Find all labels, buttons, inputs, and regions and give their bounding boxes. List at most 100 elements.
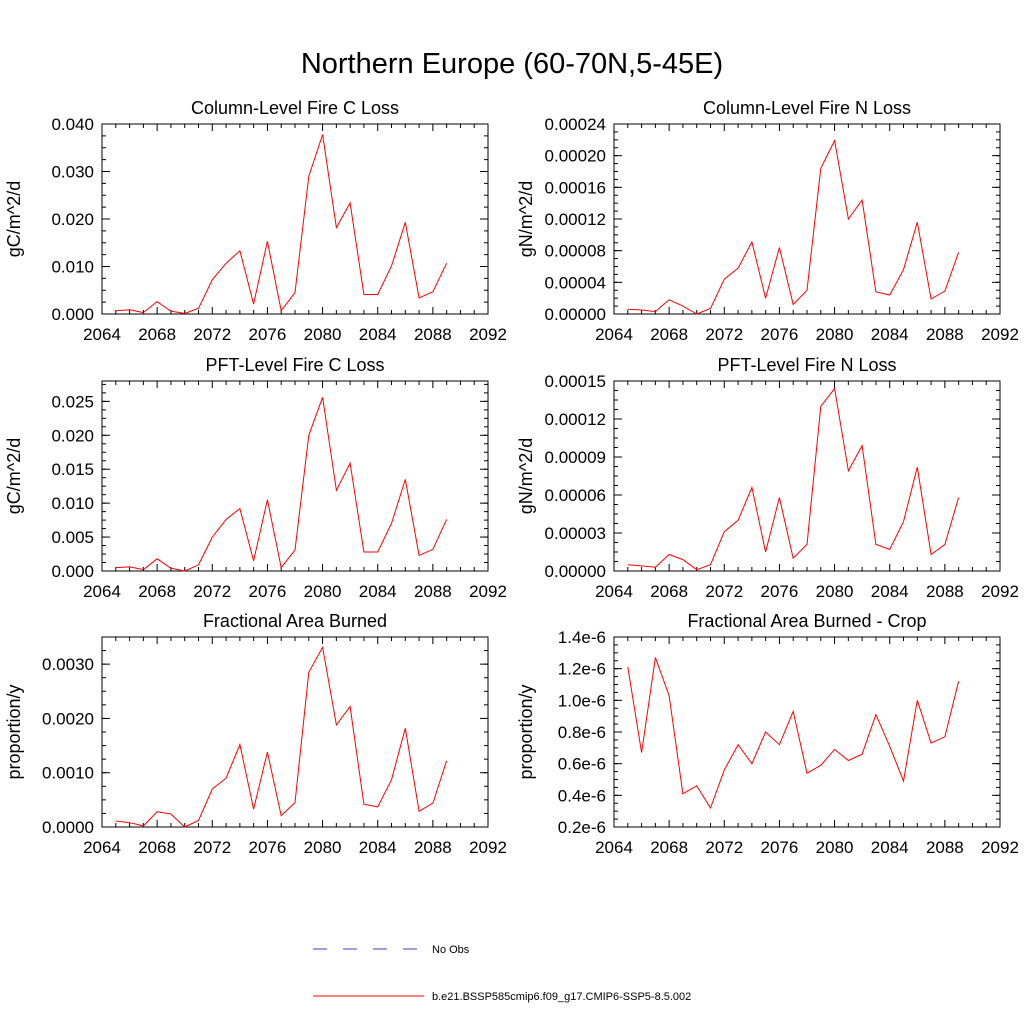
y-tick-label: 0.040	[51, 115, 94, 134]
y-tick-label: 0.030	[51, 163, 94, 182]
x-tick-label: 2080	[304, 838, 342, 857]
figure-title: Northern Europe (60-70N,5-45E)	[300, 48, 724, 80]
y-tick-label: 1.2e-6	[558, 660, 606, 679]
panel-5: Fractional Area Burned proportion/y 2064 20…	[4, 611, 507, 857]
x-tick-label: 2068	[138, 325, 176, 344]
x-tick-label: 2092	[469, 325, 507, 344]
x-tick-label: 2072	[193, 325, 231, 344]
x-tick-label: 2084	[359, 582, 397, 601]
y-tick-label: 0.020	[51, 426, 94, 445]
y-axis-label: gN/m^2/d	[516, 438, 536, 514]
panel-title: Column-Level Fire N Loss	[703, 98, 911, 118]
y-tick-label: 0.0020	[42, 709, 94, 728]
x-tick-label: 2084	[871, 582, 909, 601]
y-tick-label: 0.0030	[42, 655, 94, 674]
panel-2: Column-Level Fire N Loss gN/m^2/d 2064 2068…	[516, 98, 1019, 344]
x-tick-label: 2092	[981, 582, 1019, 601]
panel-1: Column-Level Fire C Loss gC/m^2/d 2064 2068…	[4, 98, 507, 344]
x-tick-label: 2080	[816, 325, 854, 344]
x-tick-label: 2072	[705, 325, 743, 344]
panel-title: PFT-Level Fire N Loss	[717, 355, 896, 375]
panel-6: Fractional Area Burned - Crop proportion/…	[516, 611, 1019, 857]
y-tick-label: 1.0e-6	[558, 691, 606, 710]
plot-frame	[101, 123, 489, 315]
x-tick-label: 2084	[359, 838, 397, 857]
x-tick-label: 2080	[816, 582, 854, 601]
series-line	[115, 134, 448, 315]
y-tick-label: 1.4e-6	[558, 628, 606, 647]
y-tick-label: 0.0000	[42, 818, 94, 837]
panel-title: Fractional Area Burned - Crop	[687, 611, 926, 631]
x-tick-label: 2084	[871, 838, 909, 857]
y-tick-label: 0.00008	[545, 242, 606, 261]
y-axis-label: gC/m^2/d	[4, 181, 24, 257]
panel-4: PFT-Level Fire N Loss gN/m^2/d 2064 2068 207…	[516, 355, 1019, 601]
y-tick-label: 0.6e-6	[558, 755, 606, 774]
x-tick-label: 2076	[249, 838, 287, 857]
x-tick-label: 2092	[469, 838, 507, 857]
x-tick-label: 2092	[981, 325, 1019, 344]
x-tick-label: 2088	[414, 582, 452, 601]
y-tick-label: 0.0010	[42, 764, 94, 783]
y-tick-label: 0.00006	[545, 486, 606, 505]
panel-title: Column-Level Fire C Loss	[191, 98, 399, 118]
y-tick-label: 0.015	[51, 460, 94, 479]
x-tick-label: 2072	[705, 582, 743, 601]
x-tick-label: 2092	[981, 838, 1019, 857]
y-tick-label: 0.00000	[545, 562, 606, 581]
y-tick-label: 0.00000	[545, 305, 606, 324]
x-tick-label: 2088	[414, 325, 452, 344]
x-tick-label: 2064	[595, 838, 633, 857]
x-tick-label: 2064	[83, 838, 121, 857]
plot-frame	[101, 380, 489, 572]
x-tick-label: 2080	[304, 325, 342, 344]
x-tick-label: 2076	[761, 582, 799, 601]
y-tick-label: 0.00020	[545, 147, 606, 166]
x-tick-label: 2092	[469, 582, 507, 601]
panel-title: PFT-Level Fire C Loss	[205, 355, 384, 375]
y-tick-label: 0.8e-6	[558, 723, 606, 742]
panel-3: PFT-Level Fire C Loss gC/m^2/d 2064 2068 207…	[4, 355, 507, 601]
y-tick-label: 0.000	[51, 562, 94, 581]
x-tick-label: 2068	[650, 325, 688, 344]
y-axis-label: proportion/y	[4, 684, 24, 779]
y-tick-label: 0.00009	[545, 448, 606, 467]
y-tick-label: 0.00012	[545, 210, 606, 229]
x-tick-label: 2072	[193, 582, 231, 601]
x-tick-label: 2068	[138, 582, 176, 601]
x-tick-label: 2072	[705, 838, 743, 857]
panel-title: Fractional Area Burned	[203, 611, 387, 631]
y-tick-label: 0.005	[51, 528, 94, 547]
x-tick-label: 2080	[304, 582, 342, 601]
x-tick-label: 2064	[595, 582, 633, 601]
y-tick-label: 0.2e-6	[558, 818, 606, 837]
series-line	[115, 645, 448, 828]
x-tick-label: 2084	[871, 325, 909, 344]
y-tick-label: 0.00024	[545, 115, 606, 134]
x-tick-label: 2088	[926, 838, 964, 857]
y-axis-label: gN/m^2/d	[516, 181, 536, 257]
plot-frame	[613, 636, 1001, 828]
x-tick-label: 2068	[650, 838, 688, 857]
series-line	[627, 657, 960, 810]
x-tick-label: 2088	[926, 325, 964, 344]
y-tick-label: 0.010	[51, 494, 94, 513]
y-tick-label: 0.020	[51, 210, 94, 229]
x-tick-label: 2076	[249, 325, 287, 344]
plot-frame	[613, 123, 1001, 315]
x-tick-label: 2076	[249, 582, 287, 601]
x-tick-label: 2072	[193, 838, 231, 857]
y-tick-label: 0.025	[51, 392, 94, 411]
x-tick-label: 2068	[138, 838, 176, 857]
legend: No Obs b.e21.BSSP585cmip6.f09_g17.CMIP6-S…	[313, 944, 691, 1003]
x-tick-label: 2064	[595, 325, 633, 344]
legend-label-1: No Obs	[432, 944, 470, 956]
y-tick-label: 0.00012	[545, 410, 606, 429]
y-tick-label: 0.00015	[545, 372, 606, 391]
x-tick-label: 2076	[761, 838, 799, 857]
x-tick-label: 2088	[414, 838, 452, 857]
x-tick-label: 2088	[926, 582, 964, 601]
x-tick-label: 2076	[761, 325, 799, 344]
x-tick-label: 2080	[816, 838, 854, 857]
x-tick-label: 2064	[83, 582, 121, 601]
